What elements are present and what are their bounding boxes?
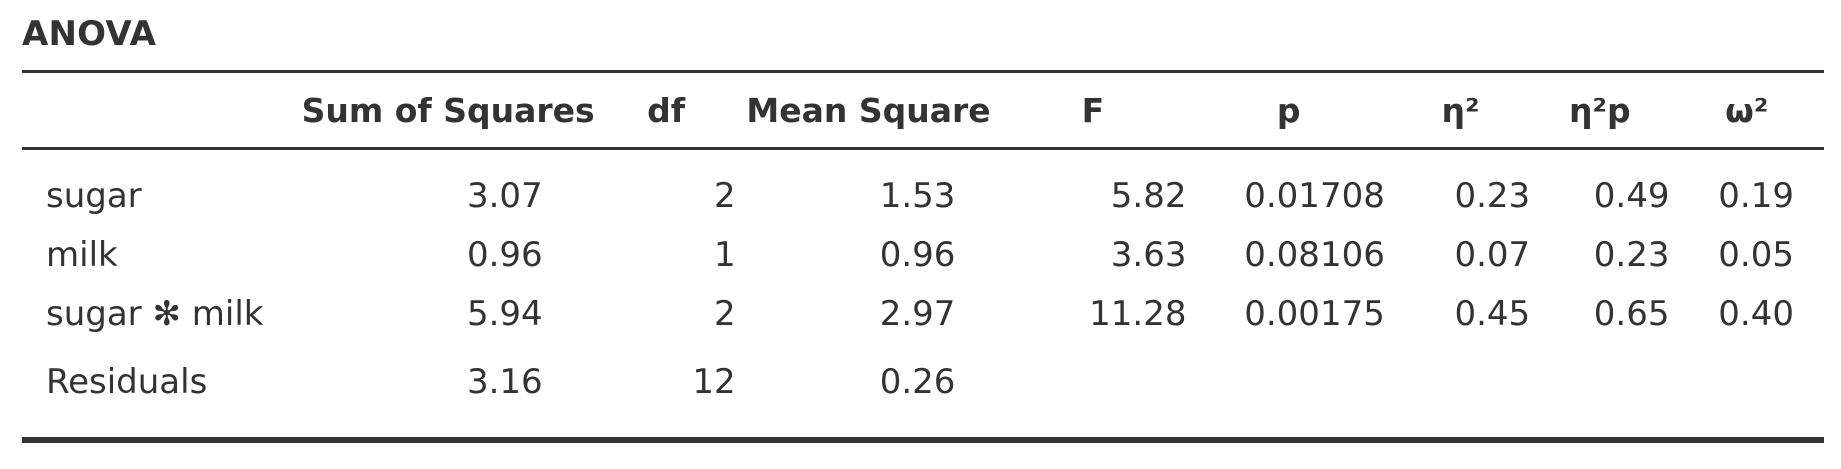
f-cell <box>999 343 1186 421</box>
term-cell: Residuals <box>46 362 208 402</box>
p-cell: 0.00175 <box>1244 293 1385 334</box>
p-cell <box>1186 343 1390 421</box>
mean-square-cell: 2.97 <box>879 293 956 334</box>
f-cell: 11.28 <box>1089 293 1187 334</box>
omega-squared-cell: 0.40 <box>1718 293 1794 334</box>
column-header-sum-of-squares: Sum of Squares <box>301 71 595 150</box>
sum-of-squares-cell: 0.96 <box>466 234 543 275</box>
column-header-term <box>22 71 302 150</box>
header-row: Sum of Squares df Mean Square F p η² η²p… <box>22 71 1824 150</box>
column-header-df: df <box>594 71 738 150</box>
partial-eta-squared-cell <box>1530 343 1669 421</box>
partial-eta-squared-cell: 0.23 <box>1593 234 1670 275</box>
column-header-f: F <box>999 71 1187 150</box>
term-cell: sugar <box>46 175 142 216</box>
partial-eta-squared-cell: 0.49 <box>1593 175 1670 216</box>
term-cell: milk <box>46 234 118 275</box>
df-cell: 1 <box>714 234 736 275</box>
column-header-mean-square: Mean Square <box>737 71 1000 150</box>
mean-square-cell: 0.96 <box>879 234 956 275</box>
column-header-omega-squared: ω² <box>1669 71 1824 150</box>
df-cell: 2 <box>714 293 736 334</box>
df-cell: 12 <box>692 362 736 402</box>
omega-squared-cell <box>1669 343 1824 421</box>
mean-square-cell: 1.53 <box>879 175 956 216</box>
df-cell: 2 <box>714 175 736 216</box>
f-cell: 3.63 <box>1110 234 1187 275</box>
table-row: sugar ✻ milk 5.94 2 2.97 11.28 0.00175 0… <box>22 284 1824 343</box>
eta-squared-cell: 0.23 <box>1454 175 1531 216</box>
sum-of-squares-cell: 3.07 <box>466 175 543 216</box>
eta-squared-cell: 0.07 <box>1454 234 1531 275</box>
column-header-p: p <box>1186 71 1391 150</box>
omega-squared-cell: 0.05 <box>1718 234 1794 275</box>
table-row: sugar 3.07 2 1.53 5.82 0.01708 0.23 0.49… <box>22 166 1824 225</box>
mean-square-cell: 0.26 <box>879 362 956 402</box>
spacer-row <box>22 421 1824 440</box>
p-cell: 0.01708 <box>1244 175 1385 216</box>
spacer-row <box>22 149 1824 167</box>
table-row: milk 0.96 1 0.96 3.63 0.08106 0.07 0.23 … <box>22 225 1824 284</box>
partial-eta-squared-cell: 0.65 <box>1593 293 1670 334</box>
sum-of-squares-cell: 3.16 <box>466 362 543 402</box>
anova-table: Sum of Squares df Mean Square F p η² η²p… <box>22 70 1824 443</box>
f-cell: 5.82 <box>1110 175 1187 216</box>
p-cell: 0.08106 <box>1244 234 1385 275</box>
column-header-partial-eta-squared: η²p <box>1530 71 1670 150</box>
eta-squared-cell: 0.45 <box>1454 293 1531 334</box>
column-header-eta-squared: η² <box>1390 71 1531 150</box>
table-title: ANOVA <box>22 14 157 54</box>
table-row: Residuals 3.16 12 0.26 <box>22 343 1824 421</box>
sum-of-squares-cell: 5.94 <box>466 293 543 334</box>
omega-squared-cell: 0.19 <box>1718 175 1794 216</box>
eta-squared-cell <box>1391 343 1530 421</box>
term-cell: sugar ✻ milk <box>46 293 264 334</box>
